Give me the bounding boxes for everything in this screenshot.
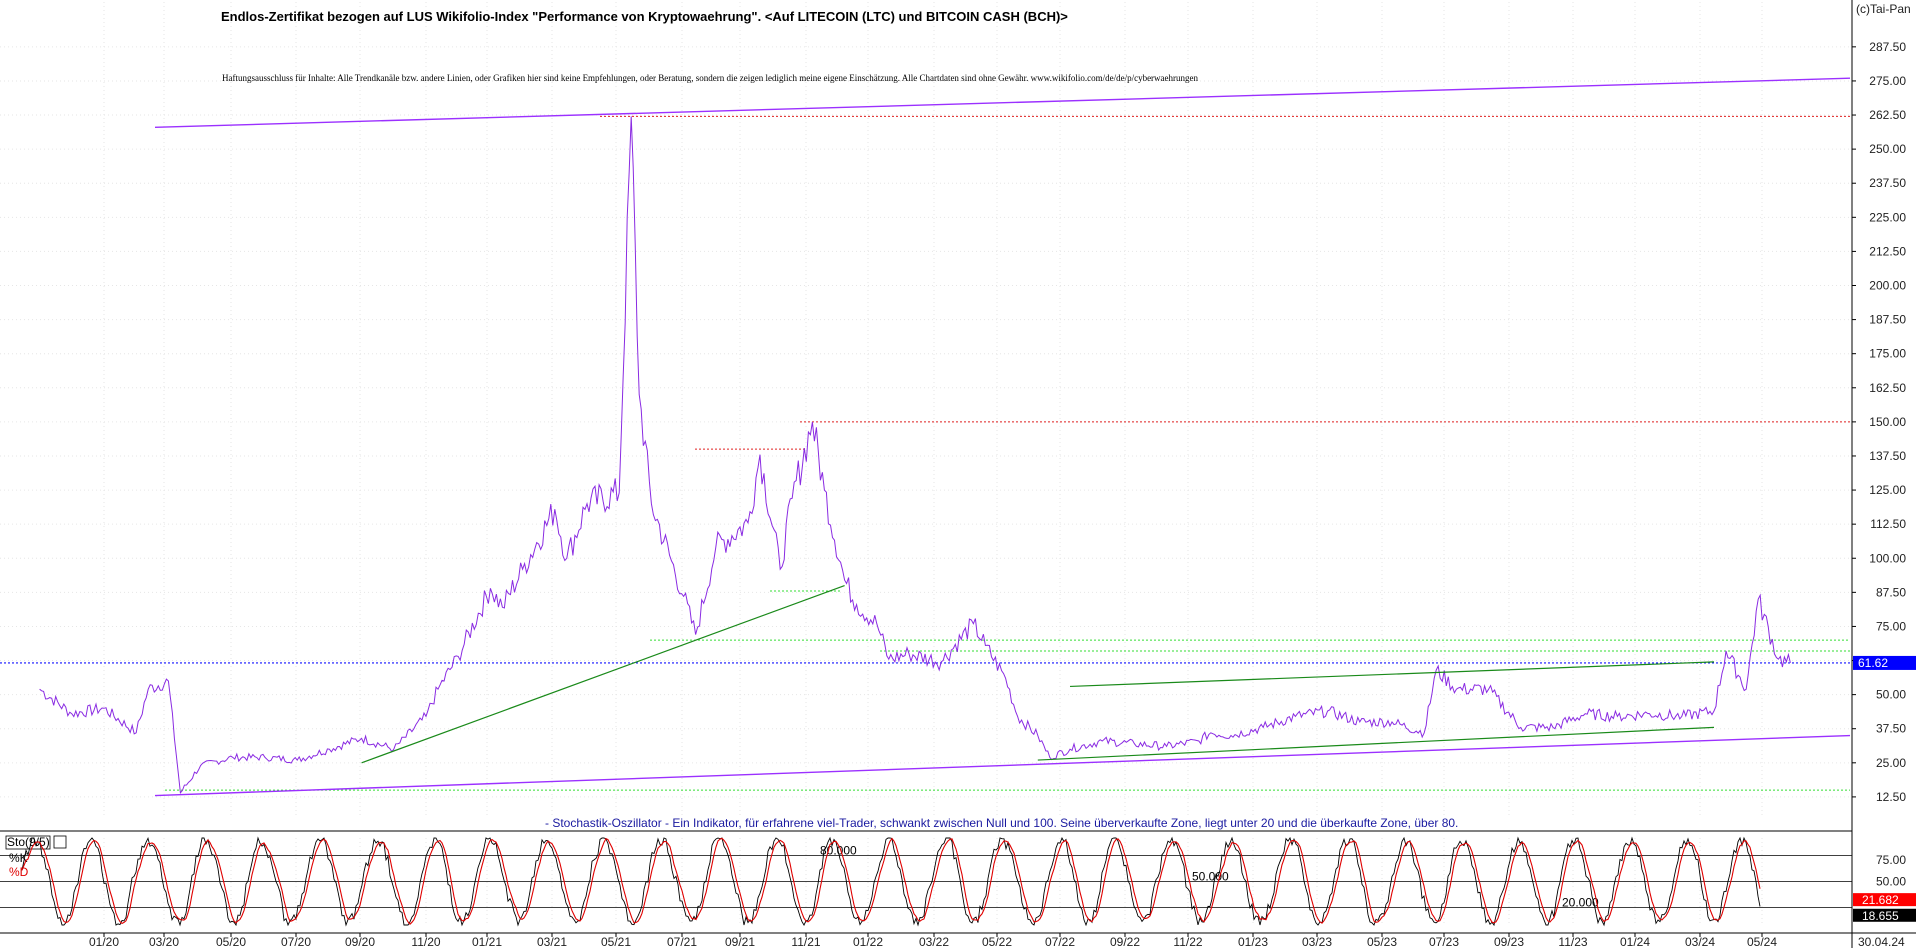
x-tick-label: 01/21	[472, 935, 502, 948]
series-k-label: %K	[9, 851, 28, 865]
series-d-line	[21, 837, 1761, 926]
y-tick-label: 125.00	[1869, 483, 1906, 497]
y-tick-label: 150.00	[1869, 415, 1906, 429]
oscillator-note: - Stochastik-Oszillator - Ein Indikator,…	[545, 816, 1458, 830]
x-tick-label: 05/24	[1747, 935, 1777, 948]
channel-line	[154, 734, 1851, 797]
y-tick-label: 75.00	[1876, 619, 1906, 633]
x-tick-label: 05/20	[216, 935, 246, 948]
price-series	[39, 116, 1791, 794]
x-tick-label: 05/22	[982, 935, 1012, 948]
x-tick-label: 09/21	[725, 935, 755, 948]
x-tick-label: 03/23	[1302, 935, 1332, 948]
channel-line	[154, 77, 1851, 129]
grid	[0, 2, 1850, 925]
trendlines	[154, 77, 1851, 797]
x-tick-label: 09/23	[1494, 935, 1524, 948]
y-tick-label: 212.50	[1869, 244, 1906, 258]
current-value-label: 61.62	[1858, 656, 1888, 670]
green-trendline	[361, 584, 845, 764]
y-tick-label: 287.50	[1869, 40, 1906, 54]
oscillator-y-tick-label: 50.00	[1876, 875, 1906, 889]
y-tick-label: 200.00	[1869, 279, 1906, 293]
y-tick-label: 12.50	[1876, 790, 1906, 804]
x-tick-label: 03/21	[537, 935, 567, 948]
y-tick-label: 25.00	[1876, 756, 1906, 770]
oscillator-level-label: 20.000	[1562, 896, 1599, 910]
disclaimer: Haftungsausschluss für Inhalte: Alle Tre…	[222, 73, 1199, 83]
oscillator-settings-icon	[53, 835, 67, 849]
x-tick-label: 01/23	[1238, 935, 1268, 948]
x-tick-label: 09/22	[1110, 935, 1140, 948]
x-tick-label: 05/23	[1367, 935, 1397, 948]
y-tick-label: 175.00	[1869, 347, 1906, 361]
x-tick-label: 03/22	[919, 935, 949, 948]
y-tick-label: 187.50	[1869, 313, 1906, 327]
x-tick-label: 07/20	[281, 935, 311, 948]
x-tick-label: 07/22	[1045, 935, 1075, 948]
y-tick-label: 275.00	[1869, 74, 1906, 88]
x-tick-label: 11/23	[1558, 935, 1587, 948]
y-tick-label: 262.50	[1869, 108, 1906, 122]
chart-title: Endlos-Zertifikat bezogen auf LUS Wikifo…	[221, 9, 1068, 24]
oscillator-k-badge	[1853, 908, 1916, 922]
x-tick-label: 11/22	[1173, 935, 1202, 948]
x-tick-label: 11/20	[411, 935, 440, 948]
green-trendline	[1069, 661, 1715, 688]
y-tick-label: 37.50	[1876, 722, 1906, 736]
y-tick-label: 50.00	[1876, 688, 1906, 702]
y-tick-label: 250.00	[1869, 142, 1906, 156]
x-tick-label: 03/24	[1685, 935, 1715, 948]
green-trendline	[1037, 726, 1715, 761]
x-tick-label: 07/23	[1429, 935, 1459, 948]
x-tick-label: 07/21	[667, 935, 697, 948]
x-tick-label: 09/20	[345, 935, 375, 948]
oscillator-title: Sto(9/5)	[7, 835, 50, 849]
y-tick-label: 87.50	[1876, 585, 1906, 599]
oscillator-d-badge	[1853, 893, 1916, 907]
x-tick-label: 01/24	[1620, 935, 1650, 948]
x-tick-label: 01/20	[89, 935, 119, 948]
oscillator-d-value: 21.682	[1862, 893, 1899, 907]
x-last-date-label: 30.04.24	[1858, 935, 1905, 948]
y-tick-label: 237.50	[1869, 176, 1906, 190]
x-tick-label: 03/20	[149, 935, 179, 948]
x-tick-label: 05/21	[601, 935, 631, 948]
copyright: (c)Tai-Pan	[1856, 2, 1911, 16]
oscillator-y-tick-label: 75.00	[1876, 853, 1906, 867]
y-tick-label: 162.50	[1869, 381, 1906, 395]
series-d-label: %D	[9, 865, 29, 879]
x-tick-label: 11/21	[791, 935, 820, 948]
y-tick-label: 225.00	[1869, 210, 1906, 224]
stochastic-panel: Sto(9/5)%K%D80.00050.00020.00075.0050.00…	[0, 835, 1916, 927]
y-tick-label: 137.50	[1869, 449, 1906, 463]
y-tick-label: 100.00	[1869, 551, 1906, 565]
oscillator-level-label: 50.000	[1192, 870, 1229, 884]
y-tick-label: 112.50	[1870, 517, 1906, 531]
oscillator-legend-box	[5, 835, 51, 850]
price-line	[39, 116, 1791, 794]
reference-levels	[0, 115, 1850, 791]
x-tick-label: 01/22	[853, 935, 883, 948]
series-k-line	[21, 836, 1761, 927]
current-value-badge	[1853, 655, 1916, 670]
oscillator-k-value: 18.655	[1862, 909, 1899, 923]
